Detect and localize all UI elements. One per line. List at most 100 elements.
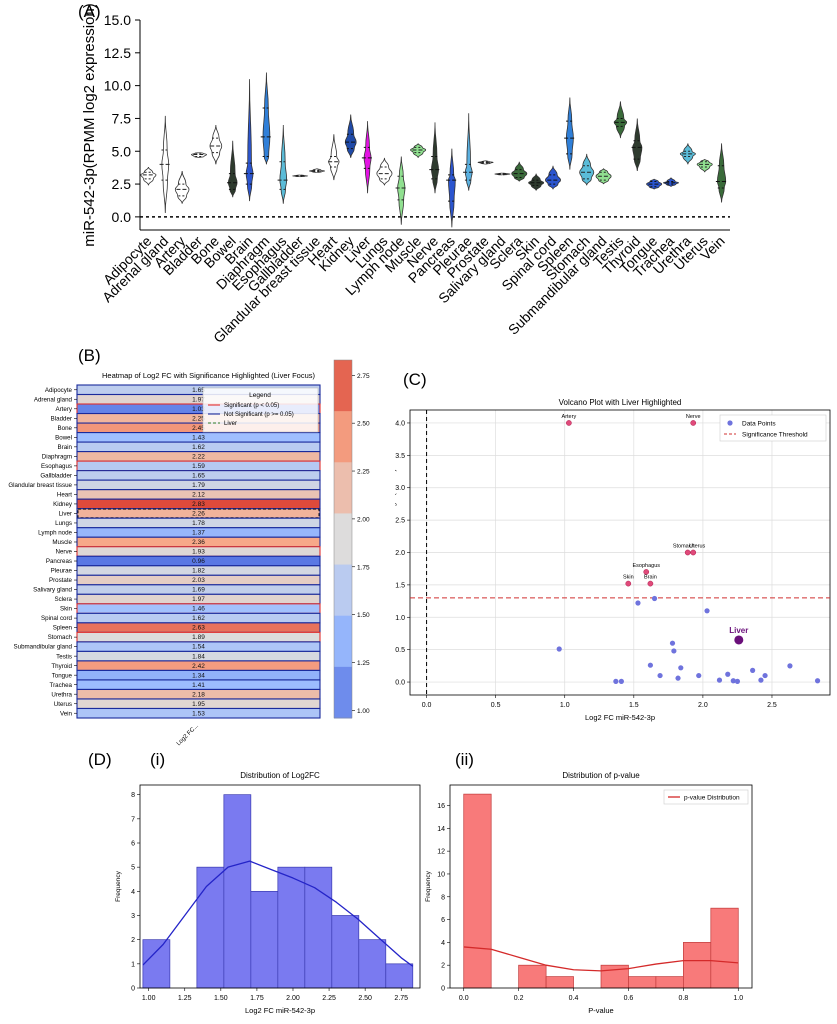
- kde-curve: [463, 946, 739, 972]
- violin-uterus: [696, 158, 713, 173]
- data-point: [651, 595, 658, 602]
- y-tick-label: 2.5: [112, 176, 132, 192]
- row-label-diaphragm: Diaphragm: [42, 453, 72, 460]
- legend-item-significant-p-0-05: Significant (p < 0.05): [224, 403, 279, 409]
- histogram-bar: [518, 964, 547, 989]
- heatmap-value-pleurae: 1.82: [192, 568, 205, 575]
- violin-pancreas: [448, 148, 456, 228]
- heatmap-value-diaphragm: 2.22: [192, 453, 205, 460]
- colorbar-band: [334, 615, 352, 668]
- row-label-pleurae: Pleurae: [51, 568, 73, 575]
- histogram-y-title: Frequency: [115, 870, 122, 901]
- violin-skin: [528, 173, 545, 191]
- heatmap-legend-box: [202, 387, 319, 433]
- legend-marker-points: [727, 420, 733, 426]
- violin-stomach: [579, 153, 595, 186]
- histogram-bar: [545, 976, 574, 989]
- y-tick-label: 2.0: [395, 550, 405, 557]
- x-tick-label: 2.5: [767, 702, 777, 709]
- data-point: [725, 671, 731, 677]
- y-tick-label: 1.0: [395, 615, 405, 622]
- point-label-uterus: Uterus: [689, 544, 705, 550]
- heatmap-value-adipocyte: 1.65: [192, 387, 205, 394]
- data-point: [675, 675, 681, 681]
- heatmap-value-bone: 2.45: [192, 425, 205, 432]
- data-point: [556, 646, 562, 652]
- legend-label-points: Data Points: [742, 421, 776, 428]
- row-label-kidney: Kidney: [53, 501, 73, 508]
- row-label-thyroid: Thyroid: [51, 663, 72, 670]
- violin-bladder: [191, 152, 207, 159]
- y-tick-label: 3.0: [395, 485, 405, 492]
- row-label-tongue: Tongue: [52, 672, 73, 679]
- x-tick-label: 1.25: [178, 995, 192, 1002]
- histogram-title: Distribution of Log2FC: [240, 771, 320, 780]
- heatmap-value-stomach: 1.89: [192, 634, 205, 641]
- histogram-bar: [331, 915, 360, 989]
- row-label-submandibular-gland: Submandibular gland: [14, 644, 73, 651]
- heatmap-value-gallbladder: 1.65: [192, 472, 205, 479]
- data-point-nerve: [690, 420, 697, 426]
- heatmap-value-bladder: 2.25: [192, 415, 205, 422]
- heatmap-value-vein: 1.53: [192, 710, 205, 717]
- heatmap-value-glandular-breast-tissue: 1.79: [192, 482, 205, 489]
- histogram-bar: [463, 793, 492, 989]
- point-label-nerve: Nerve: [686, 414, 701, 420]
- colorbar-tick-label: 1.00: [357, 708, 370, 715]
- row-label-stomach: Stomach: [48, 634, 73, 641]
- heatmap-value-muscle: 2.36: [192, 539, 205, 546]
- data-point: [704, 608, 710, 614]
- heatmap-value-skin: 1.46: [192, 606, 205, 613]
- heatmap-value-salivary-gland: 1.69: [192, 587, 205, 594]
- heatmap-value-testis: 1.84: [192, 653, 205, 660]
- data-point: [678, 665, 684, 671]
- heatmap-value-tongue: 1.34: [192, 672, 205, 679]
- row-label-spinal-cord: Spinal cord: [41, 615, 73, 622]
- x-tick-label: 0.6: [624, 995, 634, 1002]
- heatmap-value-lungs: 1.78: [192, 520, 205, 527]
- y-tick-label: 2.5: [395, 518, 405, 525]
- violin-bowel: [227, 140, 238, 198]
- y-tick-label: 5: [131, 865, 135, 872]
- violin-lungs: [376, 157, 393, 186]
- heatmap-title: Heatmap of Log2 FC with Significance Hig…: [102, 371, 316, 380]
- heatmap-value-urethra: 2.18: [192, 691, 205, 698]
- point-label-brain: Brain: [644, 575, 657, 581]
- y-axis-title: miR-542-3p(RPMM log2 expression): [81, 3, 98, 246]
- row-label-sclera: Sclera: [54, 596, 72, 603]
- row-label-testis: Testis: [56, 653, 72, 660]
- kde-curve: [142, 860, 414, 967]
- row-label-artery: Artery: [55, 406, 72, 413]
- y-tick-label: 6: [441, 917, 445, 924]
- panel-c-label: (C): [403, 370, 427, 389]
- colorbar-tick-label: 2.25: [357, 469, 370, 476]
- data-point: [758, 677, 764, 683]
- data-point: [647, 662, 653, 668]
- panel-b-label: (B): [78, 346, 101, 365]
- colorbar-tick-label: 1.25: [357, 660, 370, 667]
- heatmap-value-nerve: 1.93: [192, 549, 205, 556]
- x-tick-label: 0.0: [422, 702, 432, 709]
- histogram-pvalue-chart: Distribution of p-value 0.0 0.2 0.4 0.6 0.8 1.…: [425, 771, 753, 1015]
- x-tick-label: 2.75: [394, 995, 408, 1002]
- row-label-bladder: Bladder: [51, 415, 72, 422]
- point-label-artery: Artery: [562, 414, 577, 420]
- histogram-x-title: P-value: [588, 1006, 613, 1015]
- histogram-log2fc-chart: Distribution of Log2FC 1.00 1.25 1.50 1.75 2.…: [115, 771, 421, 1015]
- row-label-prostate: Prostate: [49, 577, 73, 584]
- volcano-frame: [409, 409, 831, 696]
- row-label-muscle: Muscle: [52, 539, 72, 546]
- y-tick-label: 4: [131, 889, 135, 896]
- panel-a-label: (A): [78, 2, 101, 21]
- histogram-frame: [449, 784, 753, 989]
- y-tick-label: 4.0: [395, 420, 405, 427]
- heatmap-value-spleen: 2.63: [192, 625, 205, 632]
- row-label-liver: Liver: [59, 511, 72, 518]
- violin-chart: 0.0 2.5 5.0 7.5 10.0 12.5 15.0 miR-542-3p(RPMM …: [81, 3, 730, 345]
- data-point: [750, 667, 756, 673]
- heatmap-value-liver: 2.26: [192, 511, 205, 518]
- y-tick-label: 16: [437, 803, 445, 810]
- colorbar-band: [334, 513, 352, 566]
- colorbar-band: [334, 564, 352, 617]
- colorbar-tick-label: 2.00: [357, 516, 370, 523]
